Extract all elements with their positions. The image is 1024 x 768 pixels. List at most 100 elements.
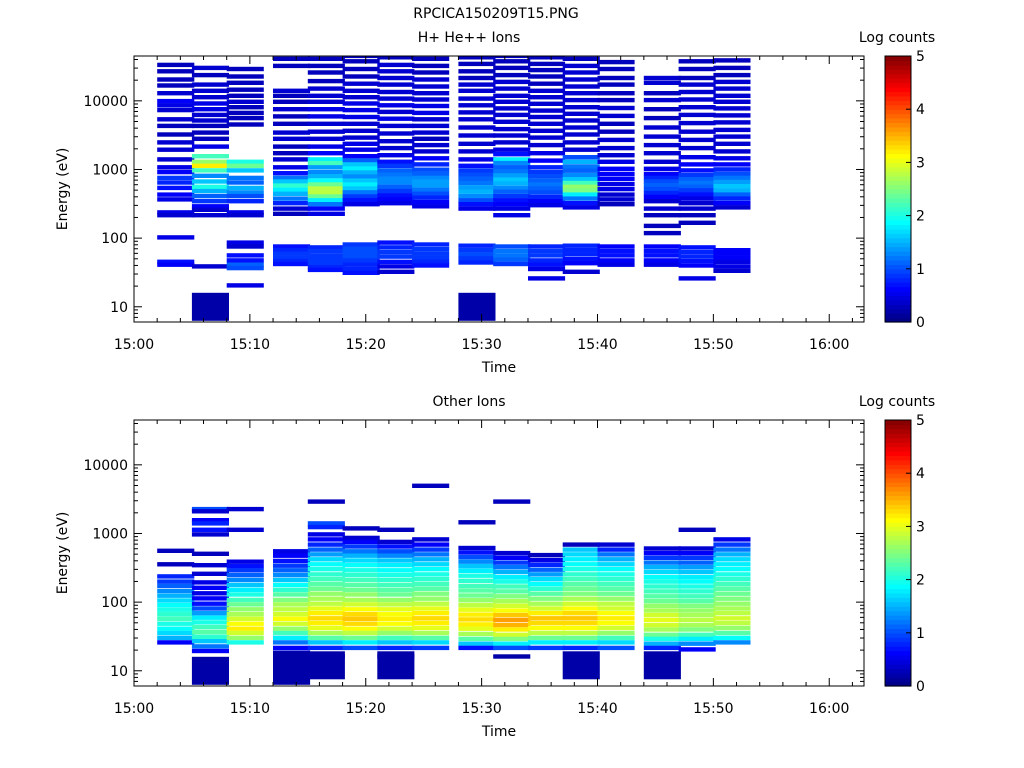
heatmap-cell (678, 632, 716, 637)
colorbar-swatch (885, 495, 911, 501)
y-axis-label: Energy (eV) (55, 148, 71, 231)
heatmap-cell (678, 258, 716, 264)
colorbar-swatch (885, 60, 911, 66)
heatmap-cell (157, 192, 195, 197)
colorbar-swatch (885, 131, 911, 137)
panel-2: Other Ions 15:00 15:10 15:20 15:30 15:40 15:50… (55, 394, 935, 740)
heatmap-cell (412, 611, 450, 616)
heatmap-cell (377, 180, 415, 185)
heatmap-cell (597, 202, 635, 207)
heatmap-cell (226, 635, 264, 641)
heatmap-cell (493, 555, 531, 560)
heatmap-cell (458, 588, 496, 593)
heatmap-cell (458, 578, 496, 583)
heatmap-cell (562, 269, 600, 274)
heatmap-cell (226, 626, 264, 631)
colorbar-swatch (885, 246, 911, 252)
heatmap-cell (493, 632, 531, 637)
heatmap-cell (377, 131, 415, 136)
colorbar-swatch (885, 424, 911, 430)
heatmap-cell (643, 550, 681, 556)
heatmap-cell (191, 159, 229, 164)
colorbar-swatch (885, 317, 911, 323)
heatmap-cell (307, 596, 345, 601)
colorbar-tick-label: 2 (916, 573, 925, 589)
heatmap-cell (412, 601, 450, 606)
heatmap-cell (226, 87, 264, 92)
heatmap-cell (458, 82, 496, 87)
colorbar-swatch (885, 490, 911, 496)
heatmap-cell (226, 621, 264, 626)
heatmap-cell (273, 157, 311, 162)
heatmap-cell (342, 526, 380, 531)
heatmap-cell (191, 615, 229, 620)
heatmap-cell (342, 74, 380, 79)
heatmap-cell (157, 259, 195, 264)
heatmap-cell (493, 550, 531, 556)
heatmap-cell (157, 616, 195, 621)
heatmap-cell (678, 608, 716, 613)
colorbar-swatch (885, 313, 911, 319)
heatmap-cell (273, 175, 311, 181)
colorbar-swatch (885, 64, 911, 70)
heatmap-cell (307, 157, 345, 162)
heatmap-cell (273, 171, 311, 176)
heatmap-cell (307, 537, 345, 542)
heatmap-cell (643, 636, 681, 642)
heatmap-cell (157, 107, 195, 113)
heatmap-cell (226, 163, 264, 168)
colorbar-tick-label: 5 (916, 49, 925, 65)
heatmap-cell (562, 63, 600, 69)
heatmap-cell (226, 283, 264, 288)
heatmap-cell (562, 248, 600, 253)
heatmap-cell (342, 174, 380, 179)
heatmap-cell (342, 635, 380, 641)
heatmap-cell (412, 586, 450, 591)
y-axis-label: Energy (eV) (55, 512, 71, 595)
heatmap-cell (273, 635, 311, 641)
heatmap-cell (678, 598, 716, 604)
x-tick-label: 15:10 (230, 337, 270, 353)
heatmap-cell (562, 111, 600, 116)
heatmap-cell (713, 640, 751, 645)
heatmap-cell (307, 524, 345, 530)
heatmap-cell (493, 584, 531, 589)
heatmap-cell (307, 267, 345, 273)
heatmap-cell (678, 188, 716, 193)
heatmap-cell (493, 59, 531, 64)
heatmap-cell (597, 586, 635, 591)
heatmap-cell (562, 635, 600, 641)
heatmap-cell (458, 520, 496, 525)
colorbar-swatch (885, 171, 911, 177)
colorbar-swatch (885, 588, 911, 594)
heatmap-cell (412, 167, 450, 172)
heatmap-cell (273, 572, 311, 578)
heatmap-cell (191, 620, 229, 625)
heatmap-cell (597, 186, 635, 192)
heatmap-cell (528, 121, 566, 126)
heatmap-cell (307, 245, 345, 250)
heatmap-cell (643, 97, 681, 103)
heatmap-cell (273, 196, 311, 201)
colorbar-swatch (885, 663, 911, 669)
heatmap-cell (562, 180, 600, 186)
heatmap-cell (191, 596, 229, 601)
heatmap-cell (273, 107, 311, 112)
heatmap-cell (377, 612, 415, 617)
heatmap-cell (562, 205, 600, 210)
heatmap-cell (493, 261, 531, 267)
heatmap-cell (643, 555, 681, 560)
heatmap-cell (458, 622, 496, 627)
colorbar-frame (884, 55, 912, 323)
heatmap-cell (377, 188, 415, 194)
heatmap-cell (226, 265, 264, 271)
colorbar-swatch (885, 140, 911, 146)
heatmap-cell (493, 169, 531, 174)
heatmap-cell (342, 544, 380, 549)
colorbar-swatch (885, 215, 911, 221)
heatmap-cell (377, 193, 415, 198)
heatmap-cell (191, 629, 229, 635)
heatmap-cell (528, 577, 566, 582)
heatmap-cell (458, 256, 496, 261)
colorbar-swatch (885, 464, 911, 470)
